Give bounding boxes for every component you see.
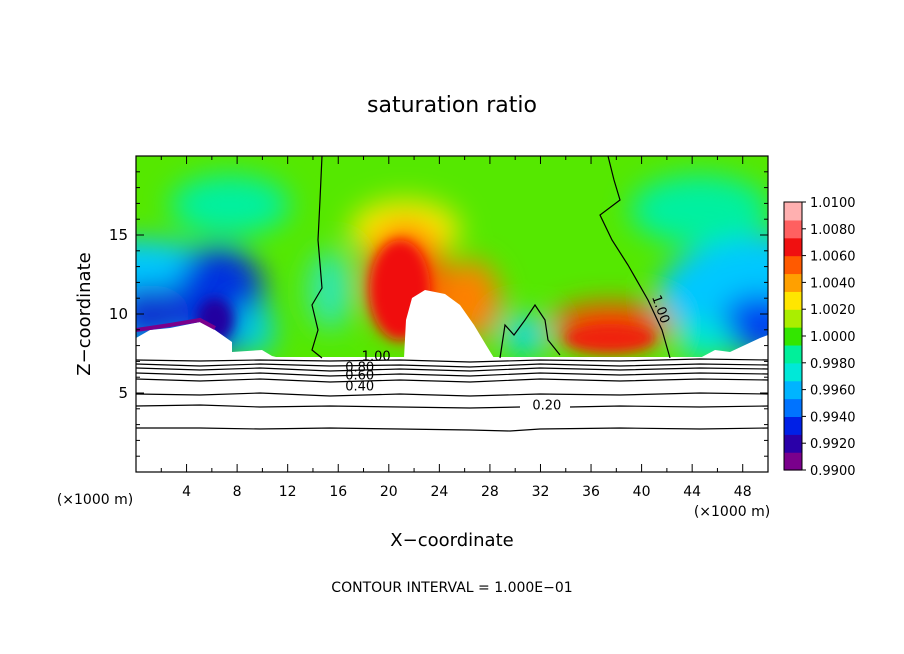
colorbar-swatch <box>784 380 802 400</box>
colorbar-tick-label: 0.9920 <box>810 437 856 452</box>
colorbar: 1.0100 1.0080 1.0060 1.0040 1.0020 1.0000 0.99… <box>783 196 856 479</box>
colorbar-swatch <box>784 398 802 417</box>
colorbar-tick-label: 0.9960 <box>810 384 856 399</box>
colorbar-tick-label: 0.9900 <box>810 464 856 479</box>
y-tick-label: 5 <box>118 384 128 402</box>
colorbar-swatch <box>784 273 802 292</box>
contour-interval-note: CONTOUR INTERVAL = 1.000E−01 <box>331 580 572 596</box>
x-tick-label: 40 <box>633 484 651 500</box>
colorbar-tick-label: 0.9940 <box>810 410 856 425</box>
contour-labels: 1.000.800.600.400.201.00 <box>345 293 672 413</box>
x-tick-label: 36 <box>582 484 600 500</box>
x-tick-label: 20 <box>380 484 398 500</box>
colorbar-swatch <box>784 452 802 471</box>
y-tick-label: 15 <box>109 226 128 244</box>
x-tick-label: 12 <box>279 484 297 500</box>
colorbar-tick-label: 1.0100 <box>810 196 856 211</box>
x-tick-label: 24 <box>430 484 448 500</box>
chart-title: saturation ratio <box>367 93 537 118</box>
colorbar-swatch <box>784 344 802 364</box>
x-tick-label: 44 <box>683 484 701 500</box>
x-unit-left: (×1000 m) <box>57 492 133 508</box>
colorbar-swatch <box>784 434 802 453</box>
contour-label: 0.80 <box>345 361 374 376</box>
x-tick-label: 8 <box>233 484 242 500</box>
colorbar-tick-label: 1.0080 <box>810 223 856 238</box>
colorbar-swatch <box>784 327 802 346</box>
colorbar-tick-label: 1.0020 <box>810 303 856 318</box>
x-tick-label: 28 <box>481 484 499 500</box>
contour-label: 1.00 <box>362 350 391 365</box>
colorbar-swatch <box>784 291 802 310</box>
colorbar-swatch <box>784 202 802 221</box>
x-tick-label: 48 <box>734 484 752 500</box>
x-axis-label: X−coordinate <box>390 530 513 551</box>
colorbar-tick-label: 1.0040 <box>810 276 856 291</box>
x-tick-label: 32 <box>532 484 550 500</box>
colorbar-swatch <box>784 255 802 275</box>
colorbar-swatch <box>784 237 802 257</box>
contour-label: 0.20 <box>532 399 561 414</box>
colorbar-tick-label: 0.9980 <box>810 357 856 372</box>
colorbar-tick-label: 1.0060 <box>810 250 856 265</box>
x-axis: 4 8 12 16 20 24 28 32 36 40 44 48 <box>160 156 752 500</box>
x-tick-label: 4 <box>182 484 191 500</box>
colorbar-swatch <box>784 362 802 382</box>
y-axis-label: Z−coordinate <box>74 252 95 375</box>
contour-label: 0.60 <box>345 369 374 384</box>
colorbar-tick-label: 1.0000 <box>810 330 856 345</box>
colorbar-swatch <box>784 309 802 328</box>
contour-lines <box>136 156 768 432</box>
colorbar-swatch <box>784 219 802 239</box>
x-unit-right: (×1000 m) <box>694 504 770 520</box>
y-axis: 5 10 15 <box>109 171 768 457</box>
colorbar-swatch <box>784 416 802 435</box>
y-tick-label: 10 <box>109 305 128 323</box>
heatmap-field <box>136 156 768 472</box>
contour-label: 0.40 <box>345 380 374 395</box>
x-tick-label: 16 <box>329 484 347 500</box>
